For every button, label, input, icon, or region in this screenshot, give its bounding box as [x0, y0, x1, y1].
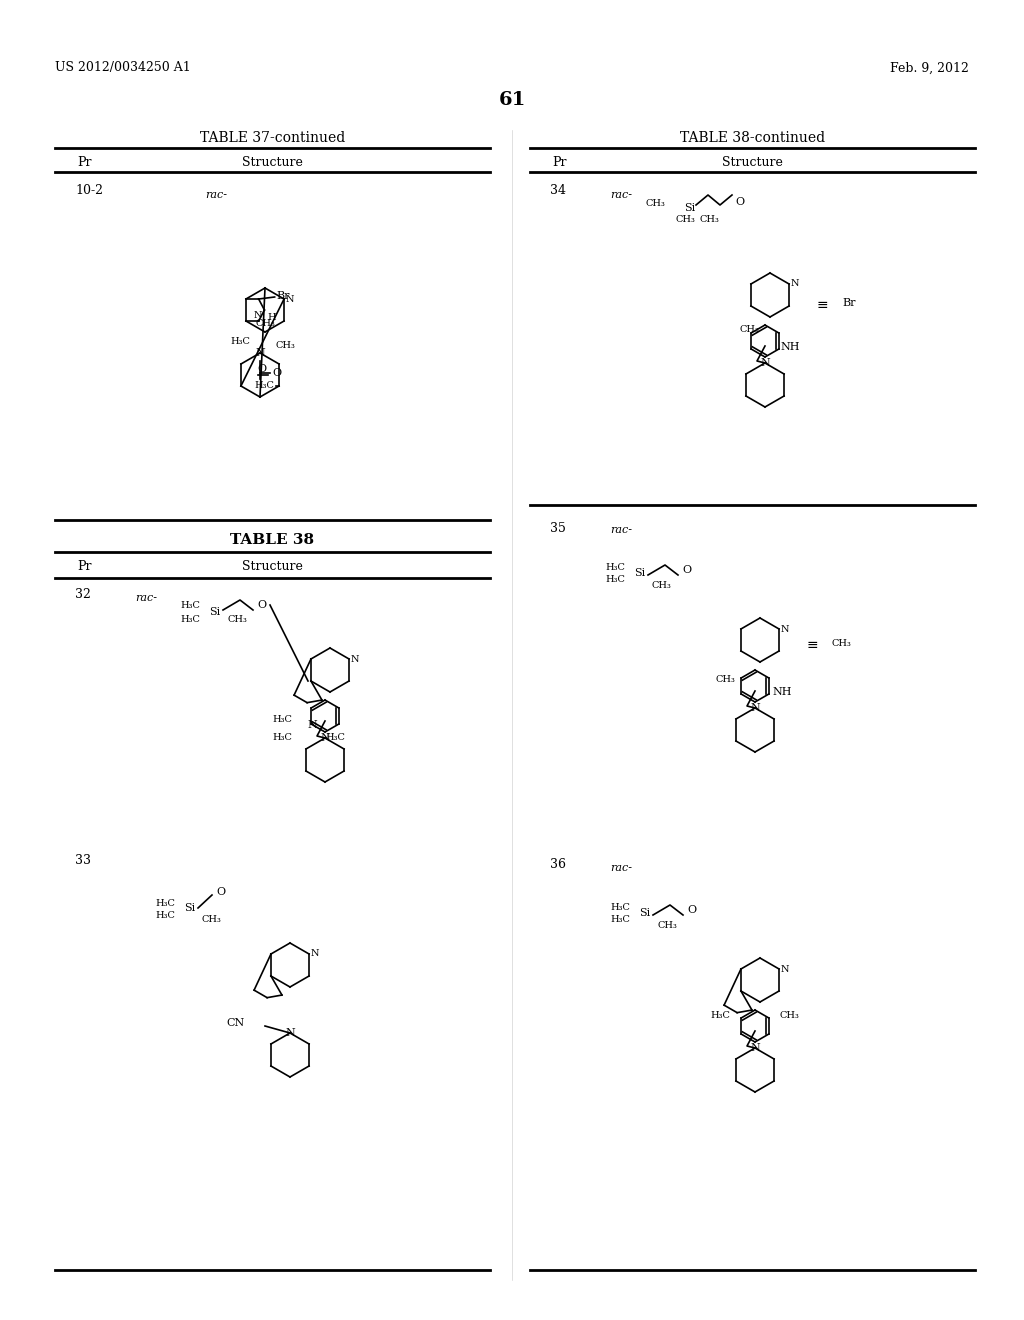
Text: Br: Br [276, 290, 290, 301]
Text: N: N [307, 719, 316, 730]
Text: O: O [216, 887, 225, 898]
Text: CH₃: CH₃ [657, 920, 677, 929]
Text: O: O [735, 197, 744, 207]
Text: Si: Si [684, 203, 695, 213]
Text: rac-: rac- [135, 593, 157, 603]
Text: rac-: rac- [610, 190, 632, 201]
Text: N: N [760, 358, 770, 368]
Text: H₃C: H₃C [610, 916, 630, 924]
Text: CN: CN [226, 1018, 245, 1028]
Text: CH₃: CH₃ [227, 615, 247, 624]
Text: O: O [257, 364, 266, 374]
Text: 61: 61 [499, 91, 525, 110]
Text: Si: Si [639, 908, 650, 917]
Text: CH₃: CH₃ [275, 342, 295, 351]
Text: N: N [792, 280, 800, 289]
Text: CH₃: CH₃ [780, 1011, 800, 1019]
Text: NH: NH [780, 342, 800, 352]
Text: CH₃: CH₃ [831, 639, 852, 648]
Text: NH: NH [772, 686, 792, 697]
Text: Structure: Structure [722, 156, 783, 169]
Text: N: N [254, 310, 262, 319]
Text: N: N [286, 294, 295, 304]
Text: O: O [272, 368, 282, 378]
Text: rac-: rac- [205, 190, 227, 201]
Text: N: N [751, 704, 760, 713]
Text: H: H [267, 314, 276, 322]
Text: H₃C: H₃C [272, 715, 292, 725]
Text: CH₃: CH₃ [715, 676, 735, 685]
Text: N: N [255, 348, 265, 358]
Text: ≡: ≡ [806, 638, 818, 652]
Text: N: N [781, 624, 790, 634]
Text: CH₃: CH₃ [202, 916, 222, 924]
Text: Si: Si [184, 903, 196, 913]
Text: TABLE 38: TABLE 38 [230, 533, 314, 546]
Text: H₃C: H₃C [605, 564, 625, 573]
Text: H₃C: H₃C [155, 899, 175, 908]
Text: O: O [257, 601, 266, 610]
Text: Pr: Pr [553, 156, 567, 169]
Text: Structure: Structure [242, 156, 303, 169]
Text: 32: 32 [75, 589, 91, 602]
Text: Feb. 9, 2012: Feb. 9, 2012 [890, 62, 969, 74]
Text: Structure: Structure [242, 561, 303, 573]
Text: CH₃: CH₃ [255, 319, 274, 329]
Text: N: N [321, 733, 330, 743]
Text: Si: Si [209, 607, 220, 616]
Text: Pr: Pr [78, 156, 92, 169]
Text: 36: 36 [550, 858, 566, 871]
Text: H₃C: H₃C [180, 615, 200, 624]
Text: TABLE 38-continued: TABLE 38-continued [680, 131, 825, 145]
Text: H₃C: H₃C [155, 911, 175, 920]
Text: N: N [751, 1043, 760, 1053]
Text: H₃C: H₃C [325, 734, 345, 742]
Text: H₃C: H₃C [272, 734, 292, 742]
Text: H₃C: H₃C [710, 1011, 730, 1019]
Text: Si: Si [635, 568, 645, 578]
Text: rac-: rac- [610, 863, 632, 873]
Text: ≡: ≡ [816, 298, 827, 312]
Text: CH₃: CH₃ [740, 326, 760, 334]
Text: N: N [311, 949, 319, 958]
Text: 33: 33 [75, 854, 91, 866]
Text: CH₃: CH₃ [675, 215, 695, 224]
Text: CH₃: CH₃ [652, 581, 672, 590]
Text: CH₃: CH₃ [700, 215, 720, 224]
Text: O: O [682, 565, 691, 576]
Text: CH₃: CH₃ [645, 199, 665, 209]
Text: N: N [285, 1028, 295, 1038]
Text: H₃C: H₃C [610, 903, 630, 912]
Text: H₃C: H₃C [180, 601, 200, 610]
Text: 10-2: 10-2 [75, 183, 103, 197]
Text: Pr: Pr [78, 561, 92, 573]
Text: 35: 35 [550, 521, 566, 535]
Text: H₃C: H₃C [230, 337, 250, 346]
Text: Br: Br [842, 298, 855, 308]
Text: H₃C: H₃C [605, 576, 625, 585]
Text: US 2012/0034250 A1: US 2012/0034250 A1 [55, 62, 190, 74]
Text: N: N [351, 655, 359, 664]
Text: 34: 34 [550, 183, 566, 197]
Text: TABLE 37-continued: TABLE 37-continued [200, 131, 345, 145]
Text: H₃C: H₃C [254, 381, 274, 391]
Text: O: O [687, 906, 696, 915]
Text: N: N [781, 965, 790, 974]
Text: rac-: rac- [610, 525, 632, 535]
